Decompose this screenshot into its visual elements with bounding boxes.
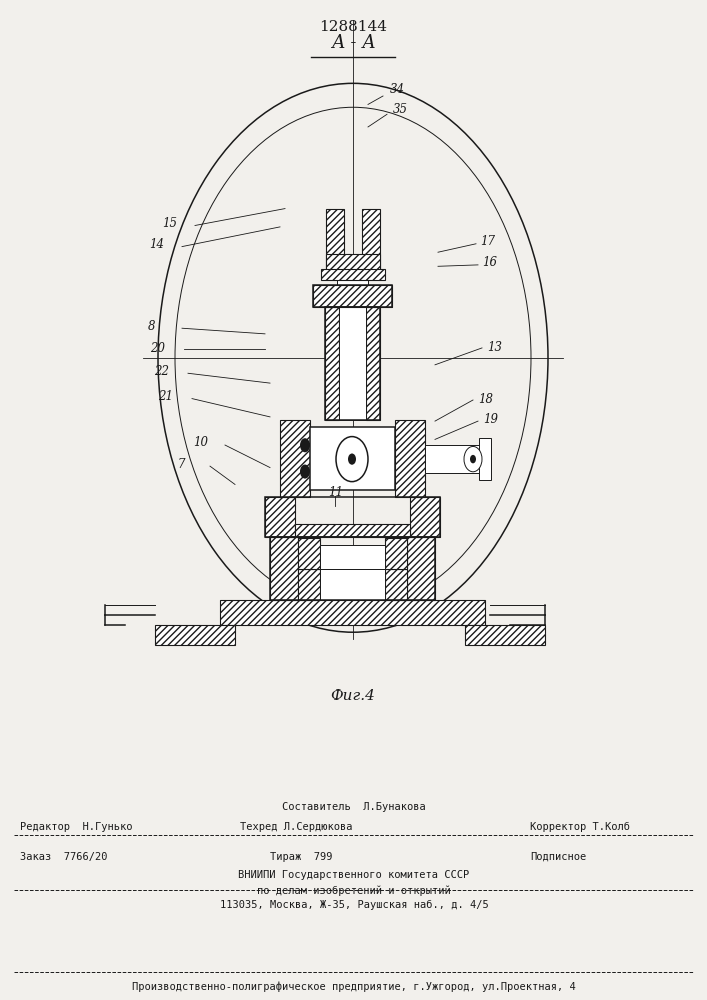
Bar — [320, 545, 385, 569]
Bar — [425, 445, 483, 473]
Bar — [385, 538, 407, 569]
Bar — [410, 497, 440, 537]
Text: А - А: А - А — [331, 34, 375, 52]
Bar — [407, 537, 435, 600]
Bar — [313, 285, 392, 307]
Text: 11: 11 — [328, 486, 343, 499]
Bar — [395, 420, 425, 497]
Text: 22: 22 — [154, 365, 169, 378]
Text: 18: 18 — [478, 393, 493, 406]
Text: 14: 14 — [149, 238, 164, 251]
Text: 13: 13 — [487, 341, 502, 354]
Text: 7: 7 — [178, 458, 185, 471]
Text: 1288144: 1288144 — [319, 20, 387, 34]
Bar — [325, 307, 339, 420]
Text: Корректор Т.Колб: Корректор Т.Колб — [530, 822, 630, 832]
Text: Техред Л.Сердюкова: Техред Л.Сердюкова — [240, 822, 353, 832]
Bar — [326, 254, 380, 273]
Bar — [366, 307, 380, 420]
Circle shape — [470, 455, 476, 463]
Bar — [298, 538, 320, 569]
Bar — [298, 569, 320, 600]
Text: 15: 15 — [162, 217, 177, 230]
Text: 16: 16 — [482, 256, 497, 269]
Bar — [270, 537, 298, 600]
Text: 21: 21 — [158, 390, 173, 403]
Bar — [295, 524, 410, 537]
Bar — [337, 273, 368, 285]
Text: 17: 17 — [480, 235, 495, 248]
Bar — [313, 285, 392, 307]
Text: 19: 19 — [483, 413, 498, 426]
Text: Составитель  Л.Бунакова: Составитель Л.Бунакова — [282, 802, 426, 812]
Bar — [362, 209, 380, 273]
Circle shape — [348, 453, 356, 465]
Bar — [479, 438, 491, 480]
Bar — [310, 427, 395, 490]
Bar — [326, 209, 344, 273]
Circle shape — [336, 437, 368, 482]
Bar — [325, 307, 380, 420]
Text: Фиг.4: Фиг.4 — [331, 689, 375, 703]
Bar — [339, 307, 366, 420]
Bar — [220, 600, 485, 625]
Bar — [321, 269, 385, 280]
Text: 113035, Москва, Ж-35, Раушская наб., д. 4/5: 113035, Москва, Ж-35, Раушская наб., д. … — [220, 900, 489, 910]
Text: 20: 20 — [150, 342, 165, 355]
Bar — [155, 625, 235, 645]
Text: 35: 35 — [393, 103, 408, 116]
Bar — [465, 625, 545, 645]
Circle shape — [300, 438, 310, 452]
Bar — [265, 497, 295, 537]
Text: Производственно-полиграфическое предприятие, г.Ужгород, ул.Проектная, 4: Производственно-полиграфическое предприя… — [132, 982, 576, 992]
Bar — [270, 537, 435, 600]
Circle shape — [300, 465, 310, 479]
Bar — [280, 420, 310, 497]
Text: 34: 34 — [390, 83, 405, 96]
Text: 10: 10 — [193, 436, 208, 449]
Bar — [385, 569, 407, 600]
Text: Заказ  7766/20: Заказ 7766/20 — [20, 852, 107, 862]
Text: Тираж  799: Тираж 799 — [270, 852, 332, 862]
Text: ВНИИПИ Государственного комитета СССР: ВНИИПИ Государственного комитета СССР — [238, 870, 469, 880]
Bar — [320, 569, 385, 600]
Bar — [265, 497, 440, 537]
Text: по делам изобретений и открытий: по делам изобретений и открытий — [257, 885, 451, 896]
Circle shape — [464, 446, 482, 472]
Text: Подписное: Подписное — [530, 852, 586, 862]
Text: 8: 8 — [148, 320, 156, 333]
Text: Редактор  Н.Гунько: Редактор Н.Гунько — [20, 822, 132, 832]
